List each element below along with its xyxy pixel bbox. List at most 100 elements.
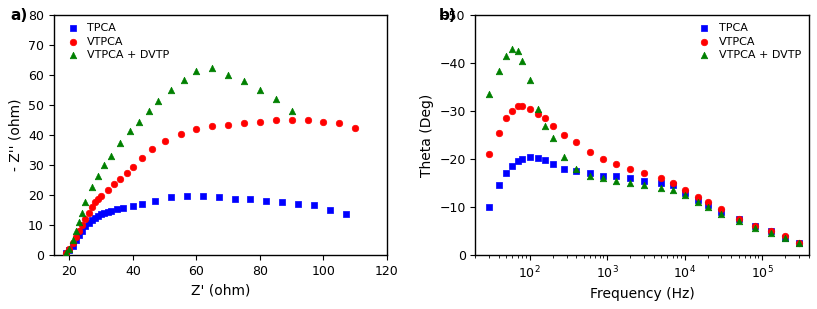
TPCA [82,221,95,226]
TPCA [73,233,86,238]
VTPCA + DVTP [583,173,596,178]
TPCA [732,216,745,221]
TPCA [212,195,225,200]
VTPCA [500,116,513,121]
VTPCA + DVTP [532,106,545,111]
TPCA [88,216,101,221]
VTPCA [73,228,86,233]
VTPCA [654,176,667,181]
TPCA [110,207,123,212]
VTPCA + DVTP [732,219,745,224]
Text: a): a) [11,8,28,23]
VTPCA [547,123,560,128]
TPCA [779,235,792,240]
TPCA [117,205,130,210]
TPCA [275,200,288,205]
TPCA [243,197,257,202]
TPCA [60,251,73,256]
VTPCA [597,157,610,162]
VTPCA + DVTP [516,58,529,63]
VTPCA + DVTP [69,228,83,233]
VTPCA [624,166,637,171]
TPCA [483,205,496,210]
VTPCA + DVTP [63,246,76,251]
TPCA [597,173,610,178]
TPCA [624,176,637,181]
TPCA [715,209,728,214]
VTPCA + DVTP [105,154,118,159]
VTPCA + DVTP [678,193,691,197]
VTPCA [60,251,73,256]
VTPCA + DVTP [123,128,136,133]
VTPCA [238,121,251,126]
VTPCA + DVTP [270,97,283,102]
VTPCA [609,161,623,166]
Legend: TPCA, VTPCA, VTPCA + DVTP: TPCA, VTPCA, VTPCA + DVTP [691,21,803,62]
VTPCA [190,127,203,132]
VTPCA + DVTP [569,166,583,171]
VTPCA + DVTP [792,240,806,245]
TPCA [511,159,524,164]
TPCA [76,228,89,233]
VTPCA [492,130,505,135]
VTPCA [765,228,778,233]
VTPCA + DVTP [547,135,560,140]
VTPCA [66,240,79,245]
VTPCA + DVTP [609,178,623,183]
VTPCA [85,205,98,210]
TPCA [523,154,536,159]
VTPCA [483,152,496,157]
TPCA [506,164,519,169]
TPCA [569,168,583,173]
TPCA [260,198,273,203]
VTPCA [92,197,105,202]
VTPCA [532,111,545,116]
TPCA [748,224,761,229]
VTPCA [127,164,140,169]
VTPCA + DVTP [98,163,111,167]
TPCA [181,194,194,199]
TPCA [765,228,778,233]
TPCA [127,204,140,209]
VTPCA + DVTP [765,231,778,236]
VTPCA [701,200,714,205]
VTPCA + DVTP [523,78,536,83]
TPCA [136,201,149,206]
TPCA [558,166,571,171]
TPCA [583,171,596,176]
VTPCA + DVTP [190,68,203,73]
TPCA [666,183,679,188]
VTPCA + DVTP [654,185,667,190]
TPCA [66,243,79,248]
VTPCA [511,104,524,109]
TPCA [164,195,177,200]
VTPCA [506,109,519,114]
VTPCA + DVTP [221,73,234,78]
VTPCA + DVTP [133,119,146,124]
VTPCA [715,207,728,212]
VTPCA + DVTP [60,251,73,256]
VTPCA [349,125,362,130]
VTPCA [82,210,95,215]
VTPCA [779,233,792,238]
VTPCA [569,140,583,145]
TPCA [85,218,98,223]
VTPCA [114,176,127,181]
VTPCA + DVTP [78,200,92,205]
VTPCA + DVTP [483,92,496,97]
VTPCA + DVTP [715,212,728,217]
VTPCA + DVTP [637,183,650,188]
VTPCA [78,216,92,221]
VTPCA [792,240,806,245]
VTPCA + DVTP [748,226,761,231]
X-axis label: Frequency (Hz): Frequency (Hz) [590,287,694,301]
TPCA [105,208,118,213]
VTPCA + DVTP [511,49,524,54]
VTPCA [88,200,101,205]
VTPCA + DVTP [558,154,571,159]
TPCA [78,224,92,229]
VTPCA [523,106,536,111]
VTPCA + DVTP [492,68,505,73]
VTPCA + DVTP [624,180,637,185]
TPCA [95,212,108,217]
